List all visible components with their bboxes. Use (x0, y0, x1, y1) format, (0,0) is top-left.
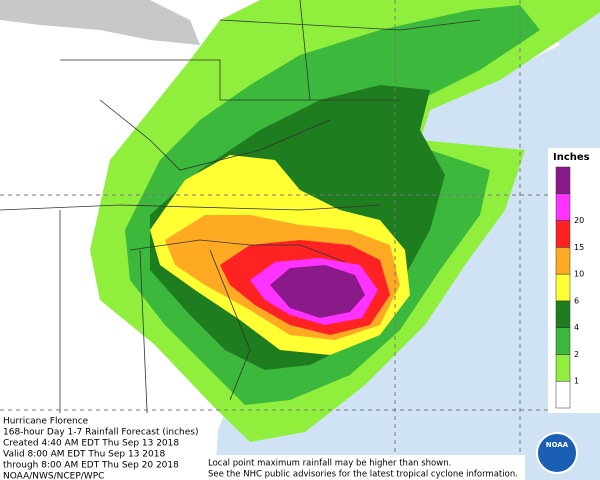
great-lakes-region (0, 0, 200, 45)
noaa-logo (536, 432, 578, 474)
legend-swatch (555, 247, 571, 275)
legend-label: 2 (574, 350, 579, 359)
notes-box (205, 455, 525, 480)
header-line: Valid 8:00 AM EDT Thu Sep 13 2018 (3, 450, 165, 460)
legend-swatch (555, 220, 571, 248)
legend-swatch (555, 327, 571, 355)
header-line: Hurricane Florence (3, 417, 89, 427)
legend-swatch (555, 273, 571, 302)
legend-label: 1 (574, 377, 579, 386)
legend-title: Inches (553, 152, 590, 163)
legend-label: 6 (574, 296, 579, 305)
legend-swatch (555, 193, 571, 221)
legend-label: 15 (574, 243, 584, 252)
header-line: NOAA/NWS/NCEP/WPC (3, 472, 104, 480)
legend: 1 2 4 6 10 15 20 (555, 166, 584, 409)
legend-swatch (555, 380, 571, 409)
legend-label: 20 (574, 216, 584, 225)
header-line: 168-hour Day 1-7 Rainfall Forecast (inch… (3, 428, 198, 438)
logo-text: NOAA (546, 441, 569, 449)
legend-swatch (555, 354, 571, 382)
legend-label: 4 (574, 323, 579, 332)
note-line: Local point maximum rainfall may be high… (208, 459, 451, 469)
legend-label: 10 (574, 270, 584, 279)
contour-8 (270, 265, 365, 318)
legend-swatch (555, 300, 571, 328)
info-box (0, 413, 205, 480)
header-line: through 8:00 AM EDT Thu Sep 20 2018 (3, 461, 179, 471)
notes: Local point maximum rainfall may be high… (208, 459, 518, 480)
legend-swatch (555, 166, 571, 195)
note-line: See the NHC public advisories for the la… (208, 470, 518, 480)
header-line: Created 4:40 AM EDT Thu Sep 13 2018 (3, 439, 179, 449)
